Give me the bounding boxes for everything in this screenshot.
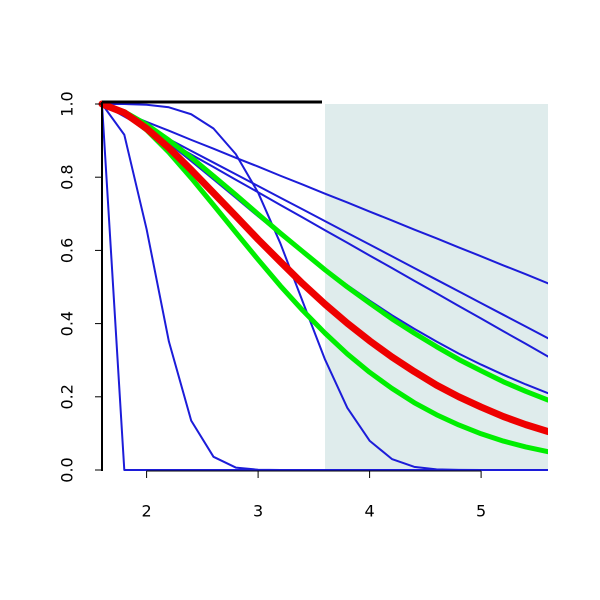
y-tick-label: 0.8 (58, 164, 77, 189)
axes-layer: 2 3 4 5 0.0 0.2 0.4 0.6 0.8 1.0 (58, 91, 487, 520)
curve (99, 101, 548, 455)
x-tick-label: 5 (476, 502, 486, 521)
y-tick-label: 0.0 (58, 457, 77, 482)
curve (101, 103, 548, 285)
y-tick-label: 0.4 (58, 311, 77, 336)
x-tick-label: 2 (142, 502, 152, 521)
y-tick-label: 1.0 (58, 91, 77, 116)
y-tick-label: 0.6 (58, 238, 77, 263)
x-tick-label: 4 (365, 502, 375, 521)
y-tick-label: 0.2 (58, 384, 77, 409)
shade-layer (325, 104, 548, 470)
curve (101, 103, 548, 471)
shaded-region (325, 104, 548, 470)
curve (99, 101, 548, 403)
lines-layer (98, 100, 548, 471)
curve (98, 100, 548, 436)
x-tick-label: 3 (253, 502, 263, 521)
